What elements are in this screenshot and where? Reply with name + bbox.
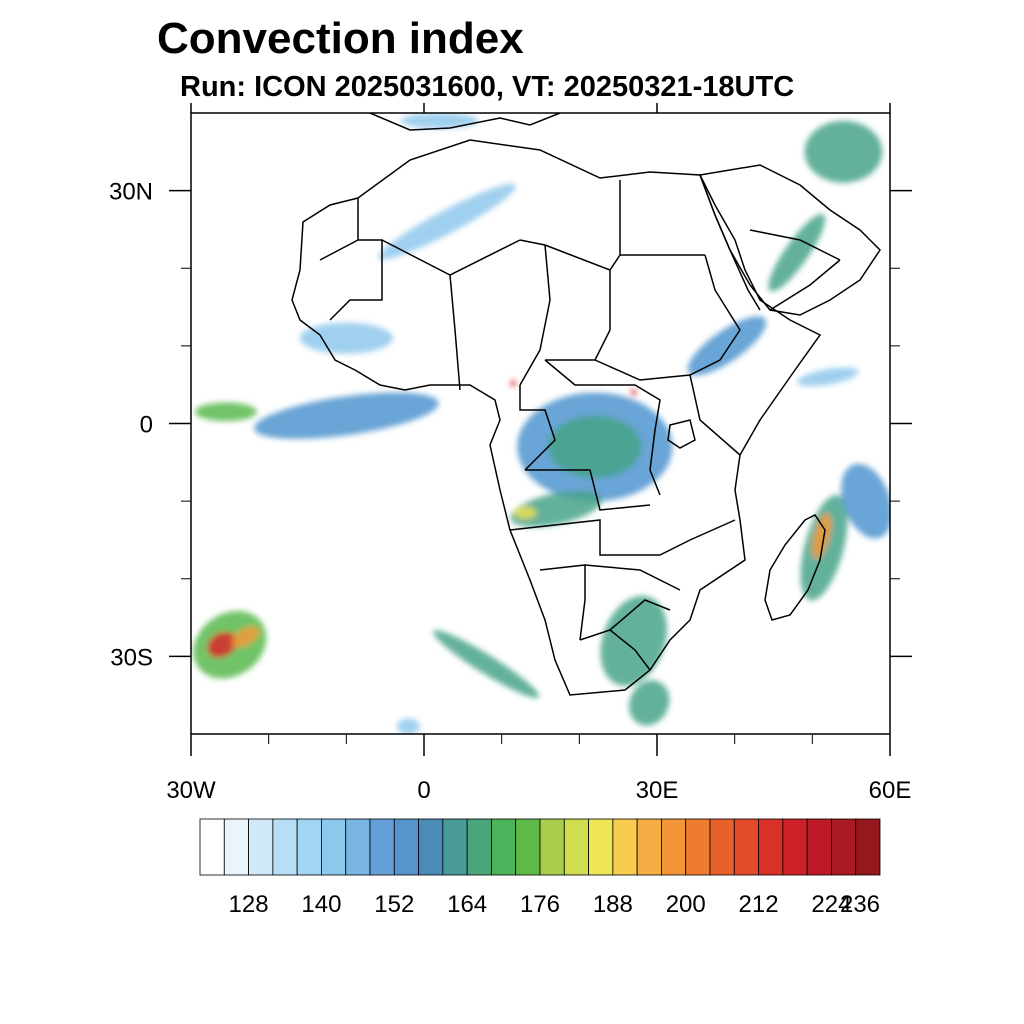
field-gulf-guinea-core (510, 380, 517, 387)
colorbar-swatch (588, 818, 614, 876)
field-west-africa-band (254, 392, 439, 439)
y-tick-label: 0 (140, 412, 153, 439)
borders-west (319, 198, 521, 391)
colorbar-swatch (418, 818, 444, 876)
colorbar-swatch (369, 818, 395, 876)
borders-east (594, 254, 741, 456)
field-ethiopia-band (687, 316, 767, 376)
colorbar-swatch (855, 818, 881, 876)
colorbar-swatch (345, 818, 371, 876)
y-tick-label: 30S (110, 644, 153, 671)
colorbar-swatch (612, 818, 638, 876)
colorbar-swatch (661, 818, 687, 876)
colorbar-swatch (806, 818, 832, 876)
field-madagascar-core (812, 513, 832, 559)
colorbar-label: 188 (593, 891, 633, 918)
field-sahara-streak (378, 183, 517, 260)
colorbar-swatch (636, 818, 662, 876)
arabia-coastline (698, 164, 881, 316)
colorbar-label: 212 (739, 891, 779, 918)
colorbar-label: 200 (666, 891, 706, 918)
borders-central (519, 180, 705, 386)
colorbar-swatch (442, 818, 468, 876)
field-west-sahel-patch (299, 322, 393, 354)
colorbar-swatch (831, 818, 857, 876)
colorbar-label: 164 (447, 891, 487, 918)
madagascar-coastline (764, 514, 826, 621)
x-tick-label: 0 (417, 777, 430, 804)
field-southern-ocean-sw (396, 718, 421, 734)
borders-south (509, 519, 736, 671)
colorbar-swatch (782, 818, 808, 876)
convection-field-layer (193, 113, 890, 734)
field-angola-band (510, 490, 602, 527)
colorbar-swatch (248, 818, 274, 876)
x-tick-label: 30W (166, 777, 216, 804)
field-uganda-core (630, 389, 637, 396)
colorbar-swatch (321, 818, 347, 876)
field-congo-basin-core (548, 415, 642, 478)
borders-equatorial (519, 359, 661, 511)
colorbar-swatch (199, 818, 225, 876)
colorbar-label: 152 (374, 891, 414, 918)
colorbar-swatch (563, 818, 589, 876)
field-southern-ocean-se (629, 680, 670, 726)
x-tick-label: 60E (869, 777, 912, 804)
colorbar-swatch (709, 818, 735, 876)
colorbar-label: 176 (520, 891, 560, 918)
colorbar-label: 224 (811, 891, 851, 918)
colorbar-swatch (491, 818, 517, 876)
colorbar-swatch (223, 818, 249, 876)
coastlines-borders (291, 113, 881, 696)
x-tick-label: 30E (636, 777, 679, 804)
field-south-atlantic-orange (231, 626, 260, 648)
colorbar-swatch (272, 818, 298, 876)
colorbar-label: 140 (301, 891, 341, 918)
borders-arabia (749, 229, 841, 311)
field-somalia-coast (797, 367, 859, 387)
page-subtitle: Run: ICON 2025031600, VT: 20250321-18UTC (180, 71, 795, 103)
africa-coastline (291, 139, 822, 696)
axis-tick-labels: 30W 0 30E 60E 30N 0 30S (109, 179, 911, 804)
colorbar-swatch (393, 818, 419, 876)
field-south-africa-east (600, 595, 667, 686)
colorbar-swatch (515, 818, 541, 876)
field-mediterranean-north (400, 113, 479, 129)
colorbar-swatch (733, 818, 759, 876)
colorbar-swatch (296, 818, 322, 876)
field-indian-ocean-band (841, 463, 890, 539)
colorbar-swatch (758, 818, 784, 876)
field-south-atlantic-core (207, 632, 237, 658)
page-title: Convection index (157, 14, 524, 63)
field-atlantic-equatorial-patch (194, 402, 258, 422)
y-tick-label: 30N (109, 179, 153, 206)
colorbar-swatch (685, 818, 711, 876)
iberia-coastline (369, 113, 561, 131)
field-cape-front (433, 630, 540, 698)
colorbar-label: 236 (840, 891, 880, 918)
field-arabia-streak (768, 213, 826, 292)
colorbar-swatch (466, 818, 492, 876)
colorbar-swatch (539, 818, 565, 876)
colorbar-label: 128 (229, 891, 269, 918)
field-iran-region (804, 120, 883, 183)
lake-victoria (667, 419, 696, 449)
axis-ticks (169, 103, 912, 756)
red-sea-west (699, 174, 761, 311)
field-angola-yellow (513, 506, 537, 519)
